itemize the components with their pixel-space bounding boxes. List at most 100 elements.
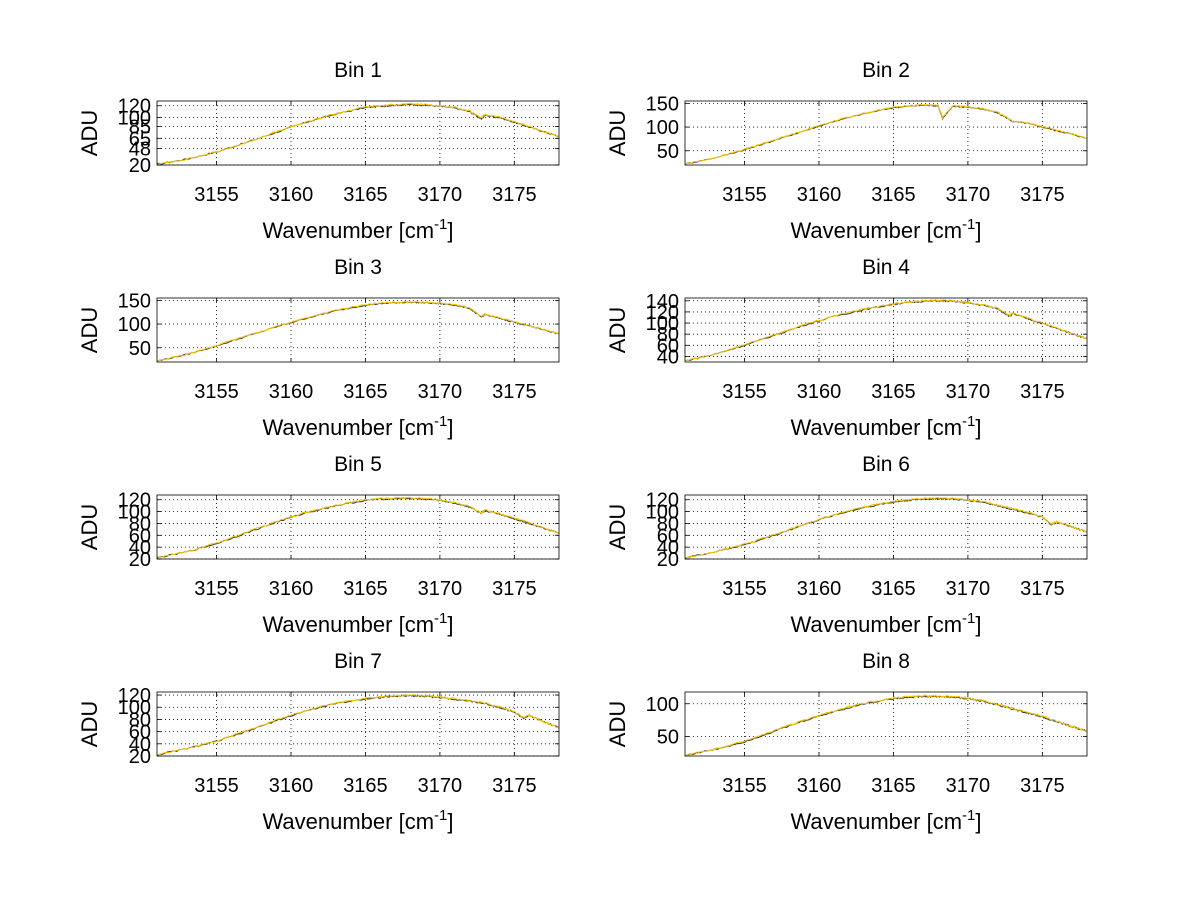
panel-title: Bin 7 — [334, 650, 382, 673]
y-tick-label: 100 — [118, 314, 151, 336]
y-tick-label: 120 — [646, 302, 679, 324]
series-line-yellow — [156, 496, 560, 559]
y-tick-label: 20 — [657, 549, 679, 571]
x-tick-label: 3155 — [194, 578, 239, 600]
x-axis-label: Wavenumber [cm-1] — [790, 216, 981, 243]
x-tick-label: 3165 — [343, 184, 388, 206]
x-axis-label: Wavenumber [cm-1] — [262, 807, 453, 834]
x-tick-label: 3175 — [492, 578, 537, 600]
axes-frame — [156, 691, 560, 757]
panel-title: Bin 4 — [862, 256, 910, 279]
y-tick-label: 60 — [657, 335, 679, 357]
y-tick-label: 80 — [129, 513, 151, 535]
panel-bin-8: 3155 3160 3165 3170 3175 50 100 Bin 8 Wavenumber… — [605, 650, 1088, 834]
panel-title: Bin 1 — [334, 59, 382, 82]
y-tick-label: 50 — [129, 338, 151, 360]
y-tick-label: 120 — [118, 490, 151, 512]
x-tick-label: 3165 — [871, 775, 916, 797]
x-tick-label: 3175 — [492, 381, 537, 403]
x-tick-label: 3160 — [269, 578, 314, 600]
y-tick-label: 20 — [129, 549, 151, 571]
series-line-yellow — [156, 102, 560, 166]
axes-frame — [156, 100, 560, 166]
panel-title: Bin 8 — [862, 650, 910, 673]
y-axis-label: ADU — [605, 110, 630, 156]
x-tick-label: 3165 — [343, 578, 388, 600]
series-line-yellow — [684, 497, 1088, 559]
x-tick-label: 3175 — [492, 775, 537, 797]
x-tick-label: 3165 — [343, 381, 388, 403]
y-tick-label: 80 — [129, 709, 151, 731]
y-tick-label: 50 — [657, 141, 679, 163]
axes-frame — [156, 297, 560, 363]
y-axis-label: ADU — [605, 307, 630, 353]
plot-area — [685, 692, 1087, 756]
y-tick-label: 120 — [118, 685, 151, 707]
x-tick-label: 3175 — [1020, 184, 1065, 206]
panel-title: Bin 2 — [862, 59, 910, 82]
y-axis-label: ADU — [77, 701, 102, 747]
x-axis-label: Wavenumber [cm-1] — [262, 216, 453, 243]
y-tick-label: 40 — [129, 537, 151, 559]
x-tick-label: 3170 — [946, 184, 991, 206]
series-line-yellow — [684, 298, 1088, 361]
series-line-yellow — [684, 694, 1087, 756]
panel-title: Bin 6 — [862, 453, 910, 476]
x-tick-label: 3155 — [722, 184, 767, 206]
y-tick-label: 100 — [646, 502, 679, 524]
panel-title: Bin 3 — [334, 256, 382, 279]
axes-frame — [684, 494, 1088, 560]
y-axis-label: ADU — [77, 110, 102, 156]
y-tick-label: 100 — [646, 117, 679, 139]
y-tick-label: 100 — [118, 697, 151, 719]
y-axis-label: ADU — [605, 504, 630, 550]
x-axis-label: Wavenumber [cm-1] — [790, 610, 981, 637]
x-tick-label: 3170 — [946, 578, 991, 600]
plot-area — [157, 298, 559, 362]
x-tick-label: 3165 — [871, 184, 916, 206]
x-tick-label: 3175 — [1020, 578, 1065, 600]
y-tick-label: 80 — [657, 513, 679, 535]
x-tick-label: 3160 — [269, 775, 314, 797]
x-tick-label: 3170 — [418, 381, 463, 403]
x-tick-label: 3160 — [269, 184, 314, 206]
x-axis-label: Wavenumber [cm-1] — [262, 610, 453, 637]
axes-frame — [684, 297, 1088, 363]
x-tick-label: 3155 — [194, 775, 239, 797]
y-tick-label: 60 — [657, 525, 679, 547]
y-tick-label: 20 — [129, 155, 151, 177]
x-axis-label: Wavenumber [cm-1] — [790, 807, 981, 834]
x-tick-label: 3170 — [418, 184, 463, 206]
y-tick-label: 100 — [118, 108, 151, 130]
y-axis-label: ADU — [605, 701, 630, 747]
x-tick-label: 3155 — [722, 578, 767, 600]
x-tick-label: 3160 — [269, 381, 314, 403]
x-tick-label: 3160 — [797, 184, 842, 206]
x-tick-label: 3170 — [418, 578, 463, 600]
y-tick-label: 65 — [129, 128, 151, 150]
plot-area — [157, 692, 559, 756]
y-tick-label: 60 — [129, 722, 151, 744]
y-tick-label: 80 — [657, 324, 679, 346]
y-tick-label: 85 — [129, 116, 151, 138]
x-tick-label: 3155 — [194, 381, 239, 403]
axes-frame — [156, 494, 560, 560]
x-tick-label: 3165 — [871, 381, 916, 403]
series-line-yellow — [157, 694, 560, 756]
axes-frame — [684, 100, 1088, 166]
y-tick-label: 40 — [657, 537, 679, 559]
x-tick-label: 3155 — [722, 775, 767, 797]
y-tick-label: 40 — [129, 734, 151, 756]
x-axis-label: Wavenumber [cm-1] — [262, 413, 453, 440]
series-line-yellow — [156, 300, 560, 362]
y-tick-label: 40 — [657, 346, 679, 368]
panel-title: Bin 5 — [334, 453, 382, 476]
y-tick-label: 50 — [657, 726, 679, 748]
